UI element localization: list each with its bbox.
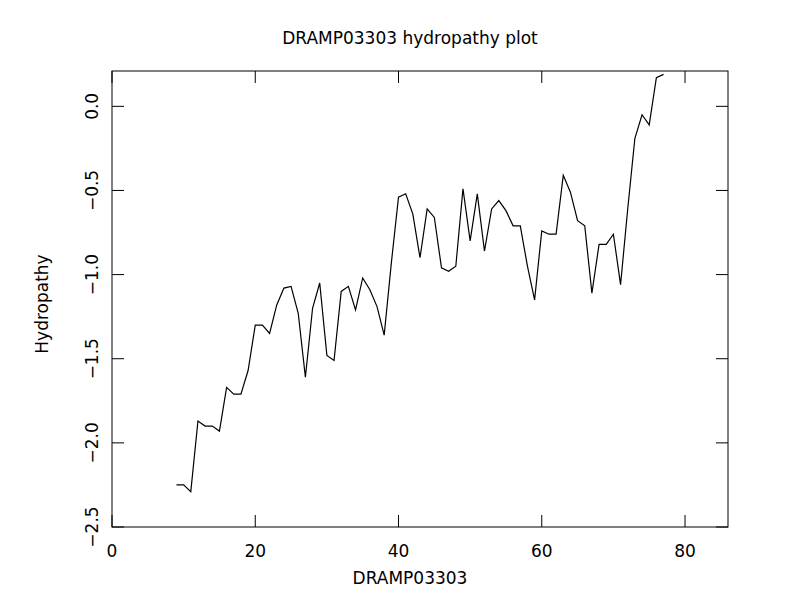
y-tick-label: −1.0	[82, 254, 102, 295]
title: DRAMP03303 hydropathy plot	[282, 28, 538, 48]
y-tick-label: −2.5	[82, 506, 102, 547]
x-tick-label: 40	[388, 541, 410, 561]
y-tick	[716, 274, 728, 275]
plot-area	[176, 74, 663, 491]
x-tick	[112, 71, 113, 83]
x-tick	[541, 71, 542, 83]
y-tick	[112, 190, 124, 191]
x-tick-label: 80	[674, 541, 696, 561]
y-tick	[716, 106, 728, 107]
x-tick	[398, 71, 399, 83]
x-tick	[541, 515, 542, 527]
y-tick-label: −2.0	[82, 422, 102, 463]
x-tick	[112, 515, 113, 527]
y-tick-label: 0.0	[82, 93, 102, 120]
chart: DRAMP03303 hydropathy plot DRAMP03303 Hydr…	[0, 0, 800, 600]
plot-frame	[112, 71, 728, 527]
y-tick	[112, 358, 124, 359]
y-axis-label: Hydropathy	[32, 254, 52, 353]
y-tick	[716, 190, 728, 191]
x-tick-label: 0	[107, 541, 118, 561]
background	[0, 0, 800, 600]
y-tick	[716, 527, 728, 528]
y-tick-label: −0.5	[82, 170, 102, 211]
y-tick	[112, 442, 124, 443]
y-tick	[112, 527, 124, 528]
x-tick	[255, 71, 256, 83]
x-tick-label: 20	[244, 541, 266, 561]
x-tick	[398, 515, 399, 527]
x-tick	[685, 515, 686, 527]
x-tick	[685, 71, 686, 83]
hydropathy-line	[176, 74, 663, 491]
y-tick	[112, 274, 124, 275]
y-tick	[716, 358, 728, 359]
x-tick-label: 60	[531, 541, 553, 561]
x-axis-label: DRAMP03303	[353, 568, 468, 588]
x-tick	[255, 515, 256, 527]
y-tick-label: −1.5	[82, 338, 102, 379]
y-tick	[716, 442, 728, 443]
y-tick	[112, 106, 124, 107]
